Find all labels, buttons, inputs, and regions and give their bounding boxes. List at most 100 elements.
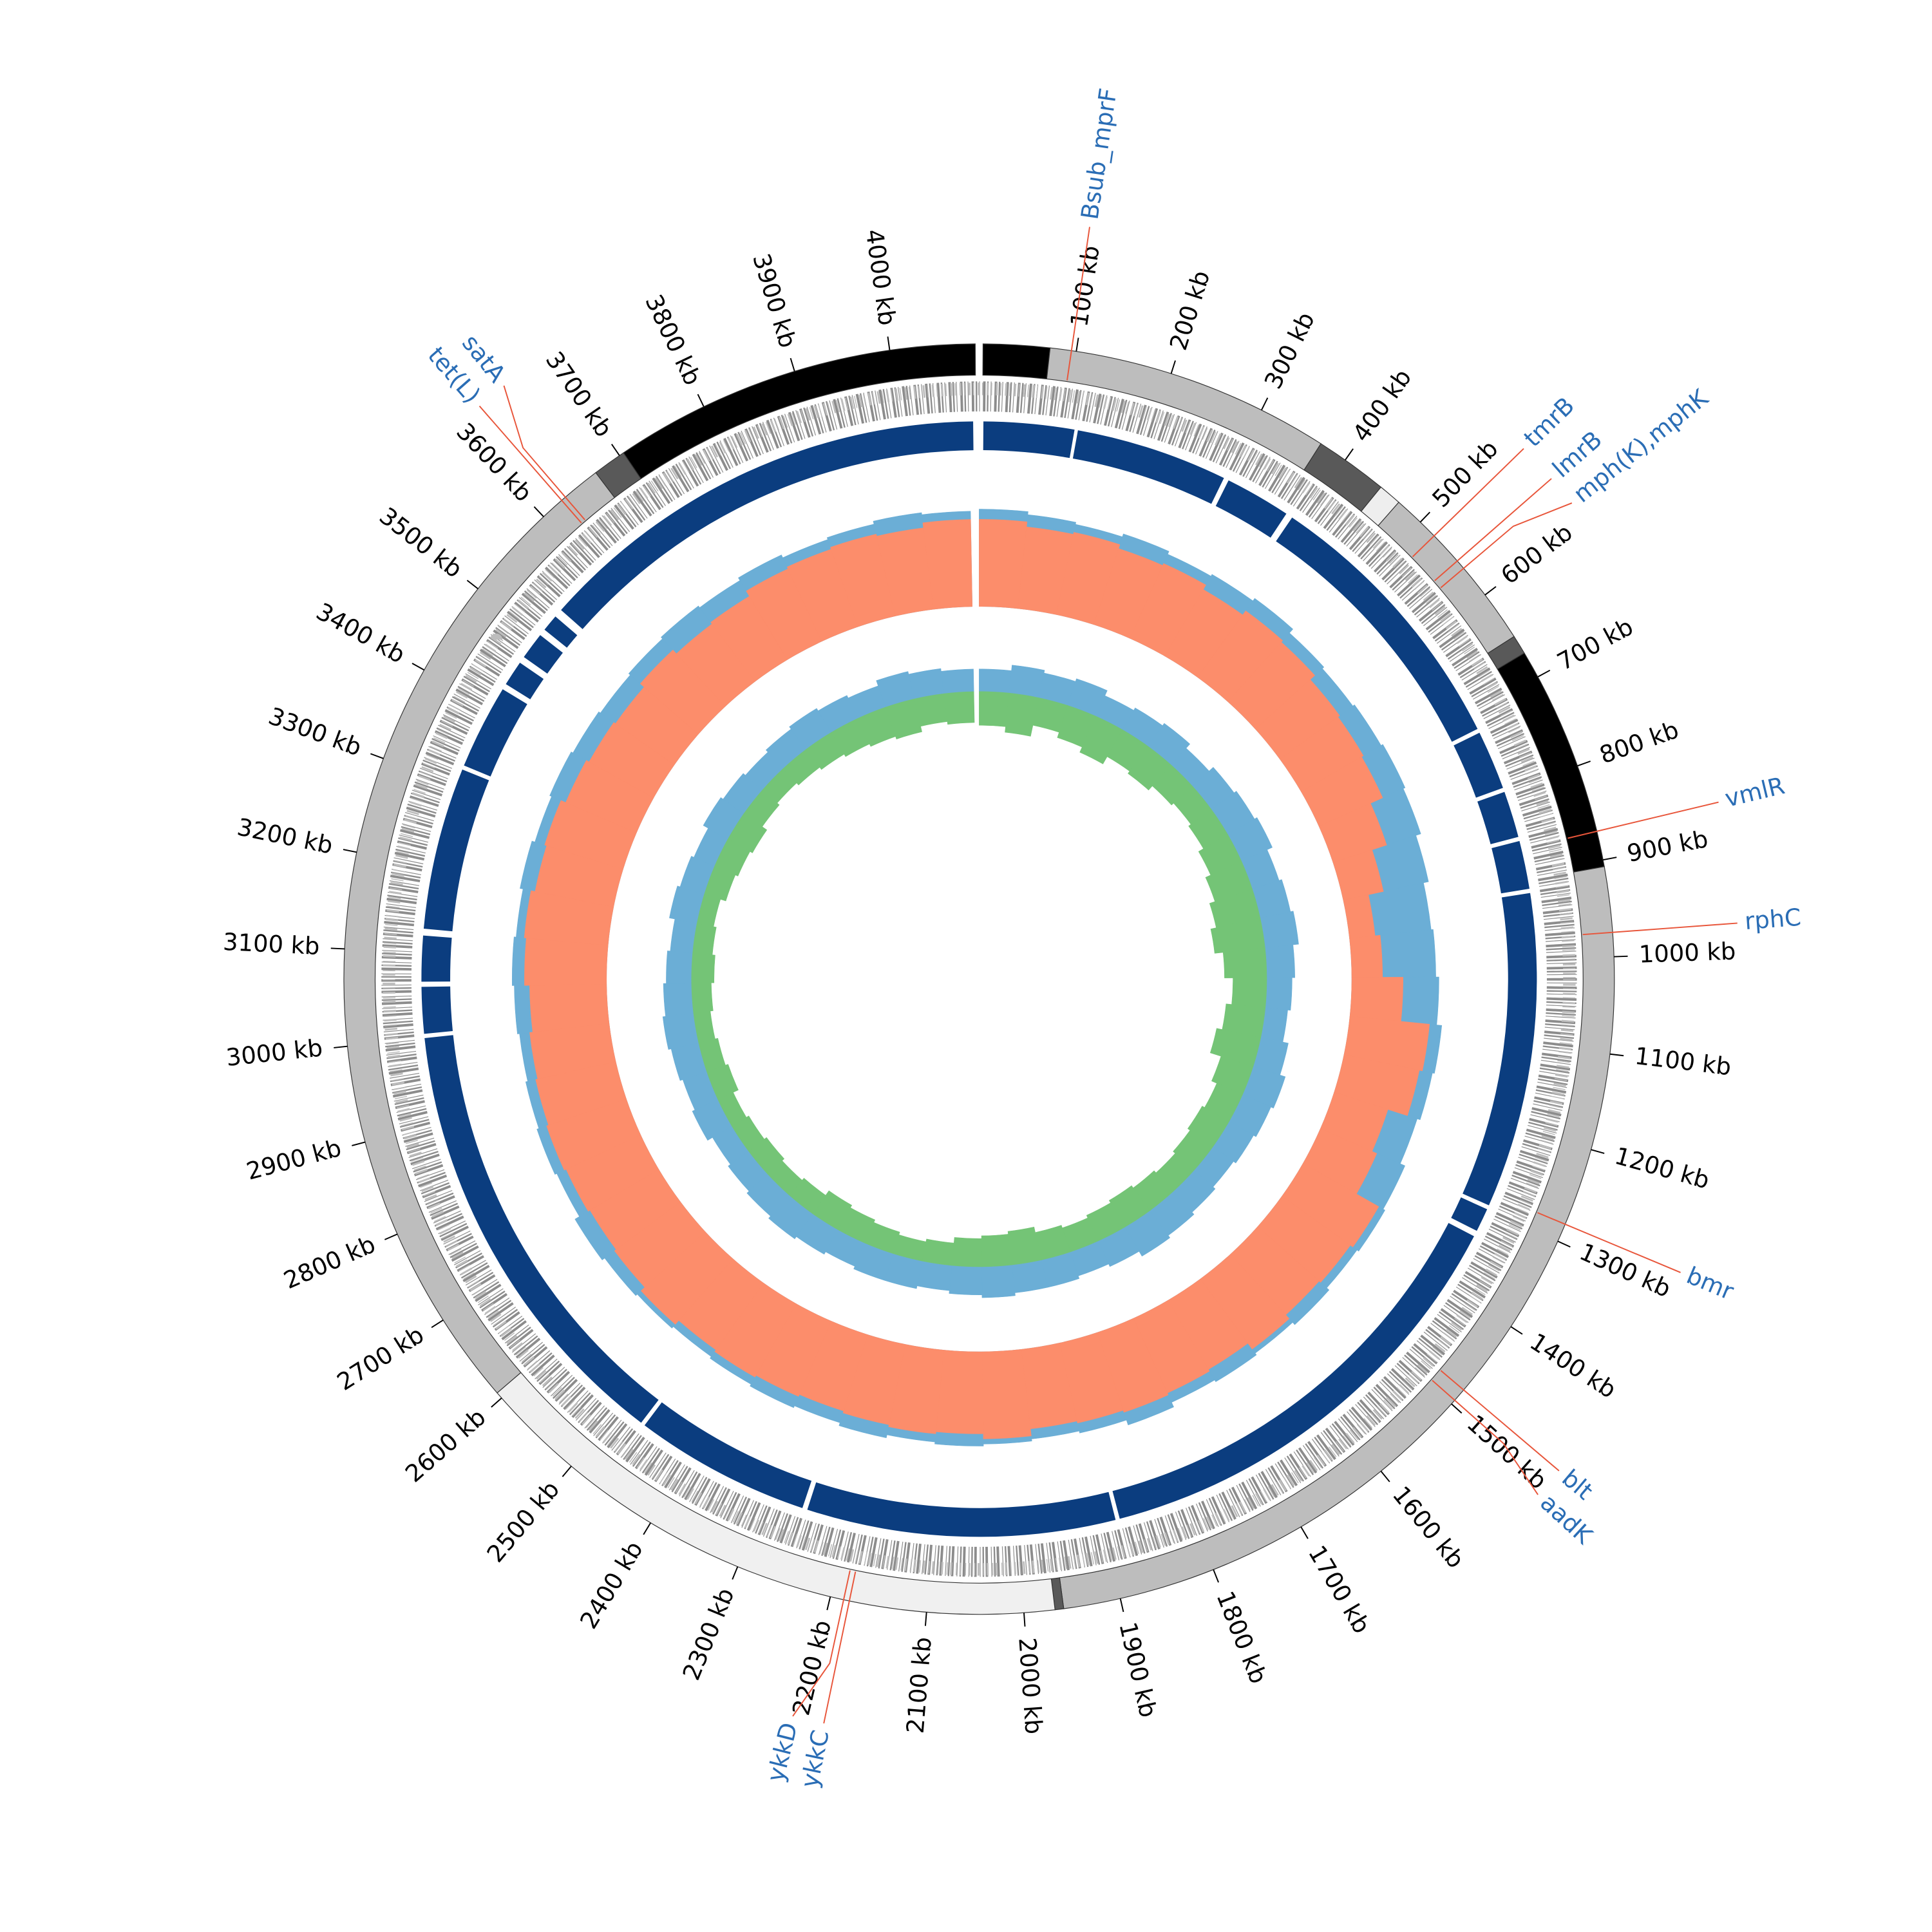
tick-mark [1484,586,1497,596]
tick-label: 2800 kb [279,1230,379,1294]
tick-label: 3700 kb [540,346,618,442]
histogram-bar [935,1350,984,1434]
tick-label: 300 kb [1259,308,1320,393]
tick-label: 4000 kb [860,227,902,327]
tick-mark [1609,1053,1624,1057]
histogram-bar [743,790,780,828]
tick-label: 1000 kb [1638,937,1736,968]
tick-mark [697,393,705,407]
contig-segment [623,343,976,480]
histogram-bar [979,668,1012,694]
tick-mark [1451,1403,1463,1414]
alignment-block [644,1402,812,1508]
tick-label: 1900 kb [1113,1620,1162,1720]
histogram-bar [731,1115,765,1151]
alignment-block [807,1482,1116,1537]
histogram-bar [949,1265,983,1295]
alignment-block [1492,840,1530,894]
gene-leader [1066,227,1090,381]
histogram-bar [1211,1056,1254,1095]
histogram-bar [981,1264,1016,1298]
histogram-bar [1128,746,1171,791]
histogram-bar [1086,1202,1126,1242]
alignment-block [1463,893,1537,1206]
histogram-bar [1108,1185,1150,1227]
gene-label: aadK [1535,1489,1598,1550]
gene-label: ykkC [795,1728,835,1790]
alignment-block [1112,1222,1474,1519]
tick-label: 1300 kb [1575,1238,1675,1303]
tick-label: 2400 kb [574,1537,649,1634]
tick-mark [562,1466,572,1477]
tick-label: 1700 kb [1303,1540,1376,1638]
histogram-bar [941,668,974,694]
tick-mark [826,1596,831,1611]
histogram-bar [812,1190,853,1230]
histogram-bar [1349,934,1383,978]
alignment-block [1477,791,1519,844]
histogram-bar [727,813,768,853]
contig-segment [982,343,1051,380]
tick-mark [384,1233,398,1240]
histogram-bar [1011,1260,1048,1293]
alignment-block [1451,1197,1488,1231]
tick-label: 3600 kb [451,418,537,507]
tick-label: 2900 kb [243,1134,344,1186]
tick-label: 200 kb [1164,267,1215,354]
alignment-block [506,662,544,699]
histogram-bar [943,691,975,725]
gene-leader [823,1571,857,1724]
gene-leader [1432,1379,1539,1495]
gene-label: Bsub_mprF [1075,86,1122,222]
tick-mark [370,753,384,759]
histogram-bar [885,698,922,740]
tick-mark [431,1320,444,1329]
tick-mark [887,336,891,350]
tick-mark [643,1522,652,1535]
tick-label: 3800 kb [639,290,706,390]
histogram-bar [706,1064,739,1100]
gene-ticks [381,381,1577,1577]
tick-label: 2200 kb [787,1618,837,1718]
gene-leader [1582,922,1738,936]
tick-label: 3300 kb [265,702,365,762]
histogram-bar [1005,692,1039,737]
tick-mark [1603,857,1617,861]
tick-label: 3400 kb [312,598,410,669]
alignment-block [524,635,563,674]
tick-label: 1800 kb [1211,1587,1272,1688]
histogram-bar [916,1260,952,1291]
gene-label: bmr [1683,1262,1738,1306]
gene-leader [1440,1370,1560,1472]
tick-mark [1614,955,1628,958]
gene-leader [1537,1212,1681,1273]
tick-label: 400 kb [1347,364,1417,446]
tick-label: 3000 kb [225,1034,324,1072]
tick-label: 600 kb [1496,518,1578,590]
tick-mark [343,849,357,853]
tick-label: 700 kb [1553,612,1638,676]
tick-mark [352,1141,366,1146]
tick-mark [1119,1598,1124,1613]
histogram-bar [692,923,717,956]
gene-leader [1412,448,1524,558]
alignment-block [1215,480,1287,538]
tick-label: 2000 kb [1013,1636,1048,1735]
histogram-bar [1222,947,1267,978]
tick-label: 3500 kb [374,502,468,583]
tick-mark [1345,448,1354,460]
tick-mark [1537,669,1551,677]
histogram-bar [748,1137,785,1175]
tick-mark [1419,511,1430,523]
alignment-block [464,689,527,777]
tick-mark [790,357,795,372]
alignment-block [983,421,1075,459]
tick-mark [491,1397,502,1408]
gene-ticks [383,383,1576,1576]
tick-mark [1380,1470,1390,1482]
histogram-bar [663,983,694,1017]
histogram-bar [1079,715,1123,764]
tick-label: 2300 kb [677,1584,740,1684]
gene-leader [792,1570,851,1717]
